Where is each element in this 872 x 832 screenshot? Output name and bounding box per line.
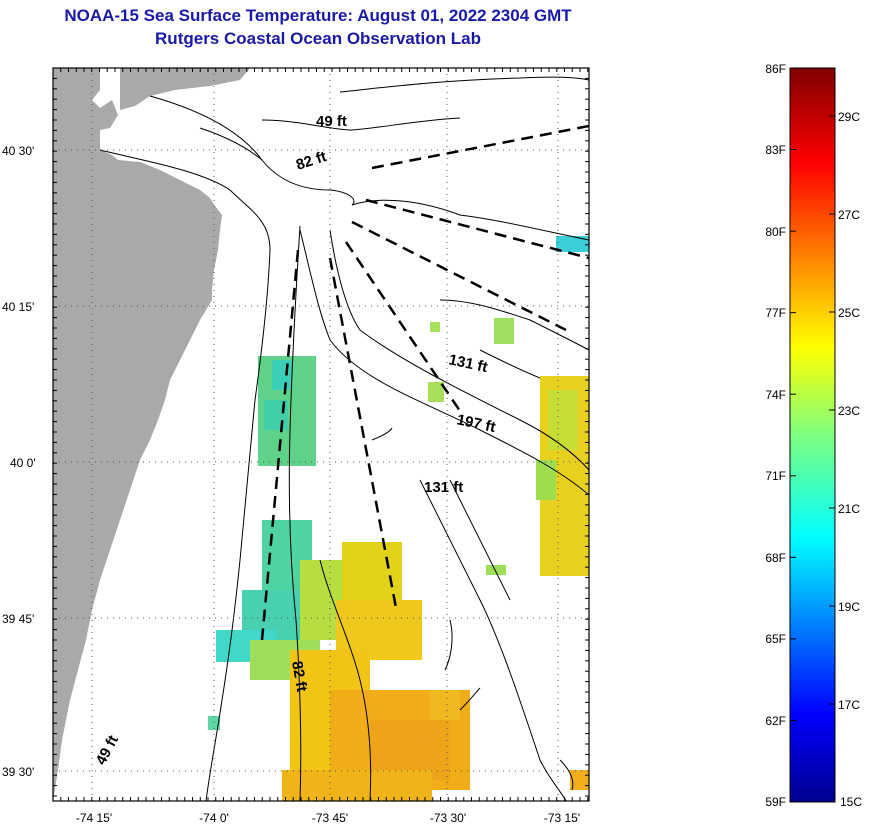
frame-ticks	[52, 67, 589, 801]
colorbar	[789, 67, 836, 803]
colorbar-f-77: 77F	[765, 306, 786, 320]
map-subtitle: Rutgers Coastal Ocean Observation Lab	[155, 29, 481, 48]
colorbar-c-15: 15C	[840, 795, 862, 809]
lat-label-40-0: 40 0'	[10, 456, 36, 470]
lat-label-40-15: 40 15'	[2, 300, 34, 314]
colorbar-f-65: 65F	[765, 632, 786, 646]
colorbar-f-62: 62F	[765, 714, 786, 728]
colorbar-c-23: 23C	[838, 404, 860, 418]
isobath-contours	[99, 76, 589, 801]
land-new-jersey	[53, 68, 222, 801]
lat-label-40-30: 40 30'	[2, 144, 34, 158]
land-long-island	[120, 68, 250, 110]
colorbar-f-71: 71F	[765, 469, 786, 483]
lon-label-73-30: -73 30'	[430, 811, 466, 825]
lat-label-39-45: 39 45'	[2, 612, 34, 626]
colorbar-f-83: 83F	[765, 143, 786, 157]
colorbar-c-25: 25C	[838, 306, 860, 320]
colorbar-f-80: 80F	[765, 225, 786, 239]
lon-label-73-45: -73 45'	[312, 811, 348, 825]
colorbar-f-86: 86F	[765, 62, 786, 76]
colorbar-c-19: 19C	[838, 600, 860, 614]
lon-label-74-0: -74 0'	[199, 811, 229, 825]
colorbar-f-74: 74F	[765, 388, 786, 402]
lat-label-39-30: 39 30'	[2, 765, 34, 779]
map-frame	[52, 67, 590, 802]
colorbar-f-68: 68F	[765, 551, 786, 565]
lon-label-73-15: -73 15'	[544, 811, 580, 825]
colorbar-f-59: 59F	[765, 795, 786, 809]
graticule	[53, 68, 589, 801]
depth-label-49ft-north: 49 ft	[316, 113, 347, 130]
map-title: NOAA-15 Sea Surface Temperature: August …	[64, 6, 572, 25]
lon-label-74-15: -74 15'	[76, 811, 112, 825]
transect-lines	[260, 124, 589, 641]
depth-label-131ft-south: 131 ft	[424, 479, 463, 496]
colorbar-ticks	[790, 67, 835, 803]
colorbar-c-21: 21C	[838, 502, 860, 516]
colorbar-c-27: 27C	[838, 208, 860, 222]
depth-label-82ft-south: 82 ft	[288, 660, 310, 693]
colorbar-c-17: 17C	[838, 698, 860, 712]
colorbar-c-29: 29C	[838, 110, 860, 124]
sst-patches	[208, 236, 589, 801]
